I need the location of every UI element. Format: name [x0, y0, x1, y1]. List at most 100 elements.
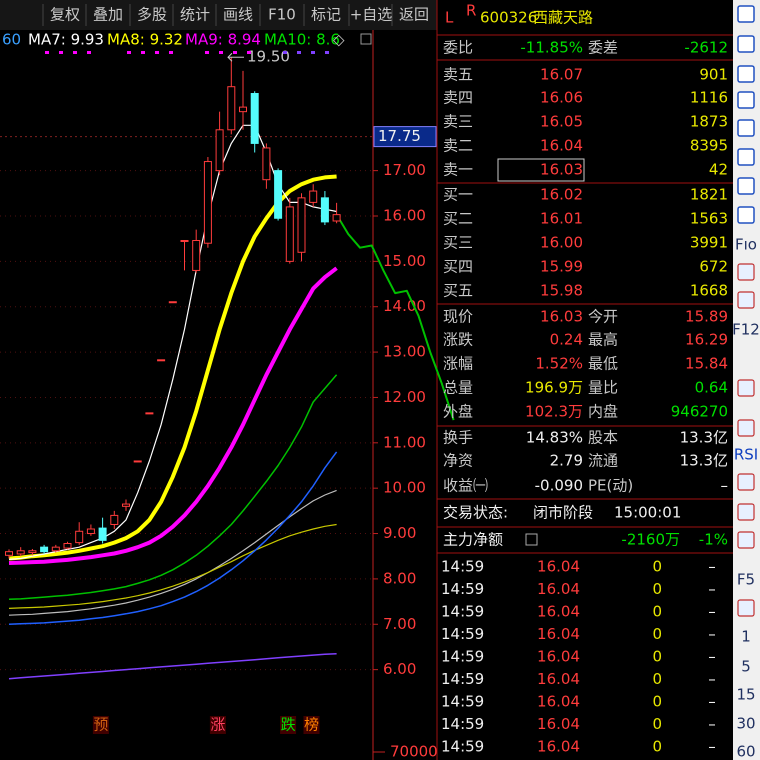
toolbar-button[interactable]: 多股 — [137, 6, 167, 24]
row-label: 涨幅 — [443, 355, 473, 373]
sidebar-icon[interactable] — [737, 599, 755, 617]
sidebar-button[interactable]: 15 — [736, 686, 755, 704]
sidebar-button[interactable]: 1 — [741, 628, 751, 646]
row-label: 今开 — [588, 308, 618, 326]
candle-body — [332, 214, 341, 222]
ma-legend: 60 — [2, 31, 21, 49]
tick-price: 16.04 — [537, 603, 580, 621]
sidebar-button[interactable]: Fıo — [735, 236, 757, 254]
row-label: 总量 — [443, 379, 473, 397]
row-value: 1873 — [690, 113, 728, 131]
sidebar-button[interactable]: 30 — [736, 715, 755, 733]
sidebar-icon[interactable] — [737, 263, 755, 281]
candle-body — [28, 550, 37, 554]
row-label: 买五 — [443, 282, 473, 300]
row-label: 委差 — [588, 39, 618, 57]
row-label: 买三 — [443, 234, 473, 252]
candle-body — [180, 239, 189, 242]
tick-time: 14:59 — [441, 603, 484, 621]
ma-legend: MA8: 9.32 — [107, 31, 183, 49]
tick-price: 16.04 — [537, 738, 580, 756]
toolbar-button[interactable]: F10 — [268, 6, 296, 24]
ma-line — [8, 266, 338, 565]
candle-body — [51, 546, 60, 552]
sidebar-icon[interactable] — [737, 65, 755, 83]
tick-time: 14:59 — [441, 693, 484, 711]
sidebar-icon[interactable] — [737, 35, 755, 53]
row-value: 15.99 — [540, 258, 583, 276]
y-tick-label: 8.00 — [383, 569, 416, 587]
sidebar-button[interactable]: F5 — [737, 571, 755, 589]
sidebar-icon[interactable] — [737, 119, 755, 137]
tick-direction: – — [708, 580, 716, 598]
flow-label: 主力净额 — [443, 531, 503, 549]
event-marker-box — [209, 716, 226, 734]
sidebar-icon[interactable] — [737, 91, 755, 109]
ma-legend: MA9: 8.94 — [185, 31, 261, 49]
candle-body — [122, 503, 130, 507]
row-value: 16.00 — [540, 234, 583, 252]
toolbar-button[interactable]: 复权 — [50, 6, 80, 24]
event-marker: 涨 — [210, 716, 225, 734]
toolbar-button[interactable]: 叠加 — [93, 6, 123, 24]
toolbar-button[interactable]: 统计 — [180, 6, 210, 24]
sidebar-button[interactable]: 5 — [741, 658, 751, 676]
toolbar-button[interactable]: 标记 — [311, 6, 341, 24]
sidebar-icon[interactable] — [737, 473, 755, 491]
sidebar-icon[interactable] — [737, 5, 755, 23]
sidebar-icon[interactable] — [737, 531, 755, 549]
row-value: 16.03 — [540, 308, 583, 326]
legend-dot — [155, 51, 159, 54]
sidebar-icon[interactable] — [737, 503, 755, 521]
sidebar-icon[interactable] — [737, 419, 755, 437]
row-value: 16.05 — [540, 113, 583, 131]
legend-dot — [219, 51, 223, 54]
toolbar-button[interactable]: 返回 — [399, 6, 429, 24]
event-marker-box — [303, 716, 320, 734]
sidebar-icon[interactable] — [737, 148, 755, 166]
tick-time: 14:59 — [441, 648, 484, 666]
legend-dot — [311, 51, 315, 54]
ma-line — [8, 523, 337, 609]
event-marker: 预 — [93, 716, 108, 734]
row-value: 16.29 — [685, 331, 728, 349]
flow-icon[interactable] — [525, 533, 538, 546]
tick-time: 14:59 — [441, 558, 484, 576]
candle-body — [16, 550, 25, 555]
row-value: 1668 — [690, 282, 728, 300]
sidebar-button[interactable]: RSI — [734, 446, 758, 464]
sidebar-icon[interactable] — [737, 177, 755, 195]
row-label: 委比 — [443, 39, 473, 57]
row-value: 901 — [699, 66, 728, 84]
flow-value: -2160万 — [621, 531, 680, 549]
ma-legend: MA10: 8.6 — [264, 31, 340, 49]
row-label: 卖五 — [443, 66, 473, 84]
status-time: 15:00:01 — [614, 504, 681, 522]
legend-button[interactable] — [360, 33, 372, 45]
row-value: -0.090 — [535, 477, 583, 495]
sidebar-button[interactable]: F12 — [732, 321, 760, 339]
sidebar-icon[interactable] — [737, 291, 755, 309]
toolbar-button[interactable]: 画线 — [223, 6, 253, 24]
sidebar-button[interactable]: 60 — [736, 743, 755, 760]
candle-body — [227, 86, 236, 131]
toolbar-button[interactable]: +自选 — [350, 6, 393, 24]
status-state: 闭市阶段 — [533, 504, 593, 522]
sidebar-icon[interactable] — [737, 206, 755, 224]
row-label: 现价 — [443, 308, 473, 326]
ma-line — [8, 653, 337, 680]
row-label: 收益㈠ — [443, 477, 488, 495]
current-ask-box — [497, 158, 585, 182]
row-label: 净资 — [443, 452, 473, 470]
row-label: 买一 — [443, 186, 473, 204]
candle-body — [5, 551, 13, 556]
legend-dot — [73, 51, 77, 54]
tick-volume: 0 — [652, 625, 662, 643]
sidebar-icon[interactable] — [737, 379, 755, 397]
legend-dot — [247, 51, 251, 54]
row-value: 15.84 — [685, 355, 728, 373]
crosshair-label: 17.75 — [378, 127, 421, 145]
row-value: 1.52% — [535, 355, 583, 373]
row-value: 15.89 — [685, 308, 728, 326]
tick-time: 14:59 — [441, 670, 484, 688]
